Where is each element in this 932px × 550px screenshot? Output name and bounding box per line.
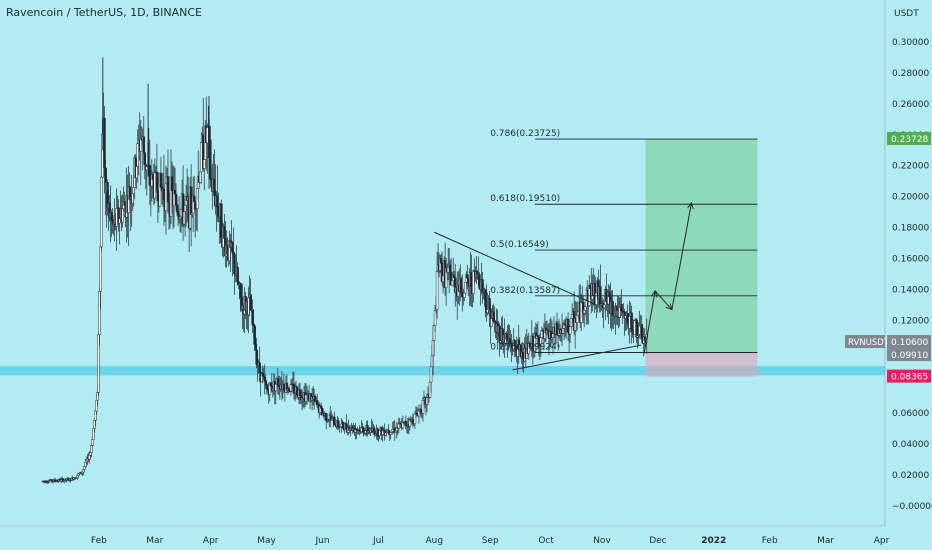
fib-level-label: 0.786(0.23725) [490,129,560,139]
time-tick-label: Apr [874,536,890,546]
time-tick-label: Aug [426,536,444,546]
time-tick-label: Jul [372,536,384,546]
fib-level-label: 0.618(0.19510) [490,194,560,204]
current-price-badge-text: 0.10600 [891,338,928,348]
profit-zone [645,139,758,353]
time-tick-label: May [257,536,276,546]
time-tick-label: Sep [482,536,499,546]
fib-level-label: 0.382(0.13587) [490,286,560,296]
candle-body [91,439,94,446]
price-tick-label: 0.26000 [892,100,929,110]
current-price-badge [887,335,931,349]
entry-price-badge [887,348,931,362]
candle-body [142,136,146,153]
time-tick-label: Mar [817,536,834,546]
price-tick-label: 0.14000 [892,285,929,295]
price-axis [885,0,932,550]
candle-body [435,271,439,310]
price-tick-label: 0.04000 [892,440,929,450]
triangle-upper-trendline [434,231,597,306]
candle-body [100,176,103,248]
stop-loss-zone [645,352,758,377]
time-tick-label: Oct [538,536,554,546]
candle-body [99,246,102,292]
time-tick-label: Feb [91,536,107,546]
price-tick-label: 0.02000 [892,471,929,481]
projection-arrow [671,203,692,310]
time-tick-label: 2022 [701,536,726,546]
time-tick-label: Dec [649,536,666,546]
price-tick-label: 0.20000 [892,193,929,203]
candle-body [337,420,340,428]
fib-level-label: 0.236(0.09924) [490,343,560,353]
candle-body [258,362,261,373]
fib-level-label: 0.5(0.16549) [490,240,549,250]
symbol-badge-text: RVNUSDT [848,338,890,348]
time-tick-label: Apr [203,536,219,546]
price-tick-label: 0.12000 [892,316,929,326]
time-tick-label: Nov [593,536,611,546]
candle-body [226,244,229,255]
price-axis-unit: USDT [894,9,919,19]
candle-body [115,208,118,227]
candle-body [633,320,636,335]
price-tick-label: 0.28000 [892,69,929,79]
projection-arrow [654,290,672,310]
triangle-lower-trendline [512,344,642,371]
time-tick-label: Feb [762,536,778,546]
candle-body [429,366,433,383]
stop-price-badge-text: 0.08365 [891,373,928,383]
candle-body [319,405,323,409]
target-price-badge-text: 0.23728 [891,135,928,145]
candle-body [387,430,390,433]
time-tick-label: Jun [314,536,329,546]
symbol-badge [845,335,885,349]
price-tick-label: 0.30000 [892,38,929,48]
stop-price-badge [887,369,931,383]
price-tick-label: 0.22000 [892,162,929,172]
projection-arrow [643,291,655,355]
price-tick-label: 0.06000 [892,409,929,419]
chart-title: Ravencoin / TetherUS, 1D, BINANCE [6,6,202,19]
target-price-badge [887,132,931,146]
candle-body [156,190,160,202]
entry-price-badge-text: 0.09910 [891,351,928,361]
support-zone [0,366,885,376]
time-tick-label: Mar [146,536,163,546]
candle-body [536,335,540,338]
price-tick-label: 0.18000 [892,224,929,234]
candle-body [143,152,147,165]
price-tick-label: 0.16000 [892,255,929,265]
